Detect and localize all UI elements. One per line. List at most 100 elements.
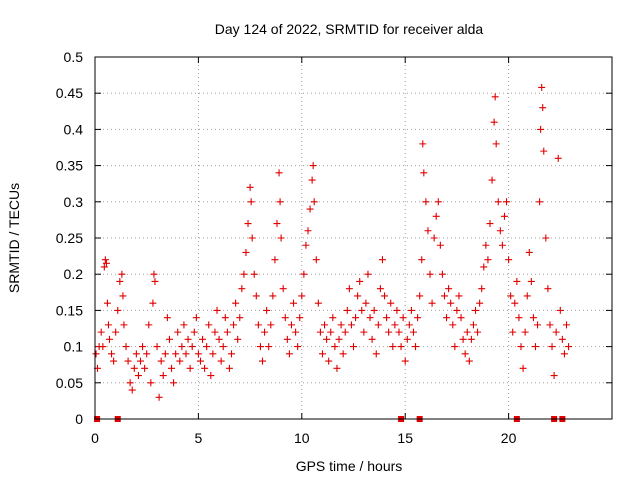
data-point [269, 292, 277, 300]
data-point [211, 328, 219, 336]
data-point [378, 256, 386, 264]
data-point [385, 328, 393, 336]
data-point [358, 306, 366, 314]
data-point [443, 314, 451, 322]
data-point [309, 162, 317, 170]
data-point [306, 205, 314, 213]
data-point [234, 335, 242, 343]
data-point [196, 357, 204, 365]
data-point [290, 299, 298, 307]
data-point [126, 379, 134, 387]
data-point [414, 314, 422, 322]
data-point [153, 343, 161, 351]
data-point [451, 343, 459, 351]
data-point [296, 314, 304, 322]
data-point [103, 299, 111, 307]
data-point [236, 314, 244, 322]
data-point [548, 343, 556, 351]
data-point [422, 198, 430, 206]
data-point [467, 335, 475, 343]
data-point [325, 357, 333, 365]
data-point [534, 321, 542, 329]
data-point [333, 364, 341, 372]
data-point [205, 321, 213, 329]
data-point [217, 357, 225, 365]
data-point [354, 292, 362, 300]
data-point [484, 256, 492, 264]
data-point [150, 270, 158, 278]
data-point [544, 285, 552, 293]
data-point [232, 299, 240, 307]
data-point [540, 147, 548, 155]
data-point [318, 350, 326, 358]
data-point [387, 299, 395, 307]
data-point [491, 93, 499, 101]
data-point [327, 328, 335, 336]
data-point [403, 335, 411, 343]
data-point [209, 350, 217, 358]
data-point [221, 314, 229, 322]
data-point [563, 321, 571, 329]
data-point [112, 328, 120, 336]
data-point [271, 256, 279, 264]
data-point [418, 256, 426, 264]
data-point [281, 314, 289, 322]
data-point [174, 328, 182, 336]
y-tick-label: 0.45 [56, 85, 83, 101]
data-point [149, 299, 157, 307]
data-point [163, 314, 171, 322]
data-point [498, 241, 506, 249]
data-point [449, 321, 457, 329]
data-point [440, 292, 448, 300]
data-point [294, 343, 302, 351]
data-point [99, 343, 107, 351]
data-point [102, 259, 110, 267]
data-point [474, 328, 482, 336]
data-point [527, 277, 535, 285]
data-point [267, 321, 275, 329]
data-point [391, 321, 399, 329]
data-point [141, 364, 149, 372]
data-point [539, 104, 547, 112]
data-point [244, 220, 252, 228]
data-point [168, 364, 176, 372]
data-point [419, 140, 427, 148]
data-point [128, 386, 136, 394]
data-point [143, 350, 151, 358]
y-tick-label: 0.15 [56, 302, 83, 318]
data-point [521, 328, 529, 336]
data-point [300, 270, 308, 278]
data-point [517, 343, 525, 351]
data-point [350, 343, 357, 351]
data-point [463, 328, 471, 336]
data-point [393, 306, 401, 314]
data-point [389, 343, 397, 351]
data-point [105, 335, 113, 343]
data-point [261, 328, 269, 336]
data-point [447, 299, 455, 307]
data-point [407, 306, 415, 314]
data-point [362, 299, 370, 307]
data-point [199, 335, 207, 343]
data-point [240, 270, 248, 278]
data-point [513, 277, 521, 285]
data-point [519, 364, 527, 372]
data-point [469, 321, 477, 329]
data-point [161, 350, 169, 358]
data-point [172, 350, 180, 358]
data-point [496, 227, 504, 235]
data-point [184, 335, 192, 343]
data-point [457, 314, 465, 322]
data-point [397, 343, 405, 351]
data-point [399, 314, 407, 322]
data-point [118, 270, 126, 278]
data-point [225, 364, 233, 372]
x-axis-label: GPS time / hours [296, 458, 403, 474]
data-point [453, 306, 461, 314]
data-point [345, 285, 353, 293]
data-point [316, 328, 324, 336]
data-point [383, 314, 391, 322]
data-point [420, 169, 428, 177]
data-point [331, 343, 339, 351]
data-point [341, 328, 349, 336]
